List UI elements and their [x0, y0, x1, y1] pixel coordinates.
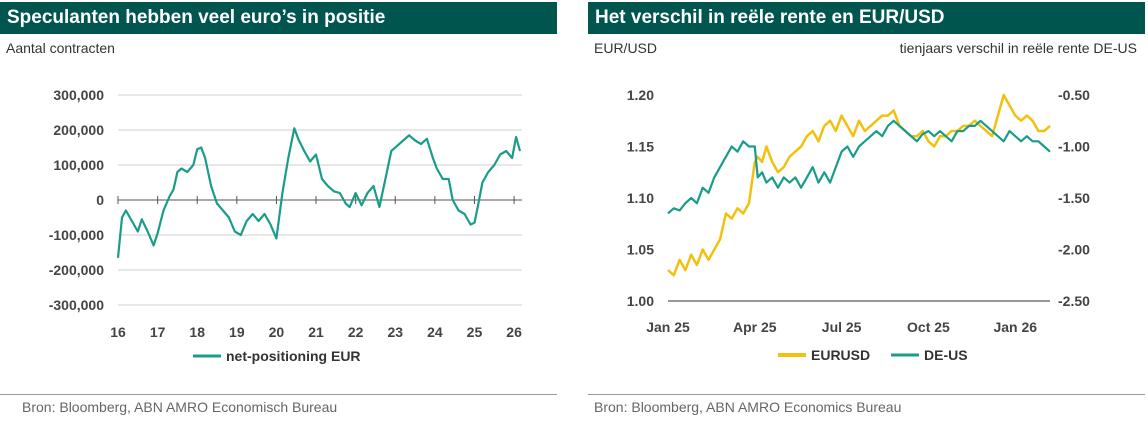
right-source-note: Bron: Bloomberg, ABN AMRO Economics Bure…	[594, 399, 902, 415]
left-y-tick-labels: 300,000 200,000 100,000 0 -100,000 -200,000 -3…	[49, 87, 104, 313]
right-chart-title: Het verschil in reële rente en EUR/USD	[588, 2, 1145, 34]
right-legend: EURUSD DE-US	[778, 347, 968, 363]
right-chart-panel: Het verschil in reële rente en EUR/USD E…	[588, 0, 1145, 421]
right-right-y-tick-label: -2.00	[1058, 242, 1090, 258]
left-series-group	[116, 127, 522, 258]
left-y-tick-label: 200,000	[53, 122, 104, 138]
left-y-axis-label: Aantal contracten	[6, 40, 115, 56]
left-x-tick-label: 18	[189, 324, 205, 340]
left-chart-title: Speculanten hebben veel euro’s in positi…	[0, 2, 557, 34]
left-series-line-net-positioning	[116, 127, 522, 258]
right-x-tick-label: Jan 25	[646, 319, 690, 335]
right-right-y-tick-label: -0.50	[1058, 87, 1090, 103]
right-left-y-tick-label: 1.05	[627, 242, 654, 258]
right-x-tick-label: Jul 25	[822, 319, 862, 335]
left-gridlines	[117, 94, 522, 306]
left-y-tick-label: -100,000	[49, 227, 104, 243]
right-series-line-de-us	[667, 119, 1051, 215]
left-x-tick-label: 17	[150, 324, 166, 340]
left-x-tick-label: 24	[427, 324, 443, 340]
left-x-tick-labels: 16 17 18 19 20 21 22 23 24 25 26	[110, 324, 522, 340]
left-y-tick-label: 100,000	[53, 157, 104, 173]
left-x-tick-label: 16	[110, 324, 126, 340]
left-x-tick-label: 20	[269, 324, 285, 340]
left-y-tick-label: 300,000	[53, 87, 104, 103]
left-legend: net-positioning EUR	[193, 348, 361, 364]
right-series-line-eurusd	[667, 93, 1051, 277]
right-x-tick-label: Jan 26	[993, 319, 1037, 335]
right-footer-divider	[588, 394, 1145, 395]
left-chart: 300,000 200,000 100,000 0 -100,000 -200,000 -3…	[49, 87, 522, 364]
right-legend-label-eurusd: EURUSD	[811, 347, 870, 363]
left-x-tick-label: 23	[387, 324, 403, 340]
right-left-y-tick-label: 1.10	[627, 190, 654, 206]
right-x-tick-labels: Jan 25 Apr 25 Jul 25 Oct 25 Jan 26	[646, 319, 1037, 335]
right-left-y-tick-labels: 1.20 1.15 1.10 1.05 1.00	[627, 87, 654, 309]
right-left-y-tick-label: 1.15	[627, 139, 654, 155]
left-source-note: Bron: Bloomberg, ABN AMRO Economisch Bur…	[22, 399, 338, 415]
left-y-tick-label: -200,000	[49, 262, 104, 278]
right-right-y-tick-labels: -0.50 -1.00 -1.50 -2.00 -2.50	[1058, 87, 1090, 309]
left-y-tick-label: -300,000	[49, 297, 104, 313]
left-x-tick-label: 21	[308, 324, 324, 340]
right-x-tick-label: Apr 25	[733, 319, 777, 335]
right-right-y-tick-label: -1.00	[1058, 139, 1090, 155]
left-footer-divider	[0, 394, 557, 395]
right-left-y-tick-label: 1.00	[627, 293, 654, 309]
right-legend-label-de-us: DE-US	[924, 347, 968, 363]
left-legend-label: net-positioning EUR	[226, 348, 361, 364]
right-series-group	[667, 93, 1051, 277]
left-chart-panel: Speculanten hebben veel euro’s in positi…	[0, 0, 557, 421]
right-right-y-tick-label: -2.50	[1058, 293, 1090, 309]
left-x-tick-label: 26	[506, 324, 522, 340]
left-x-tick-label: 25	[467, 324, 483, 340]
left-y-tick-label: 0	[96, 192, 104, 208]
right-right-axis-label: tienjaars verschil in reële rente DE-US	[899, 40, 1137, 56]
right-left-y-tick-label: 1.20	[627, 87, 654, 103]
left-x-tick-label: 19	[229, 324, 245, 340]
right-x-tick-label: Oct 25	[907, 319, 950, 335]
right-right-y-tick-label: -1.50	[1058, 190, 1090, 206]
right-chart: 1.20 1.15 1.10 1.05 1.00 -0.50 -1.00 -1.50 -2.0…	[627, 87, 1090, 363]
right-left-axis-label: EUR/USD	[594, 40, 658, 56]
left-x-tick-label: 22	[348, 324, 364, 340]
